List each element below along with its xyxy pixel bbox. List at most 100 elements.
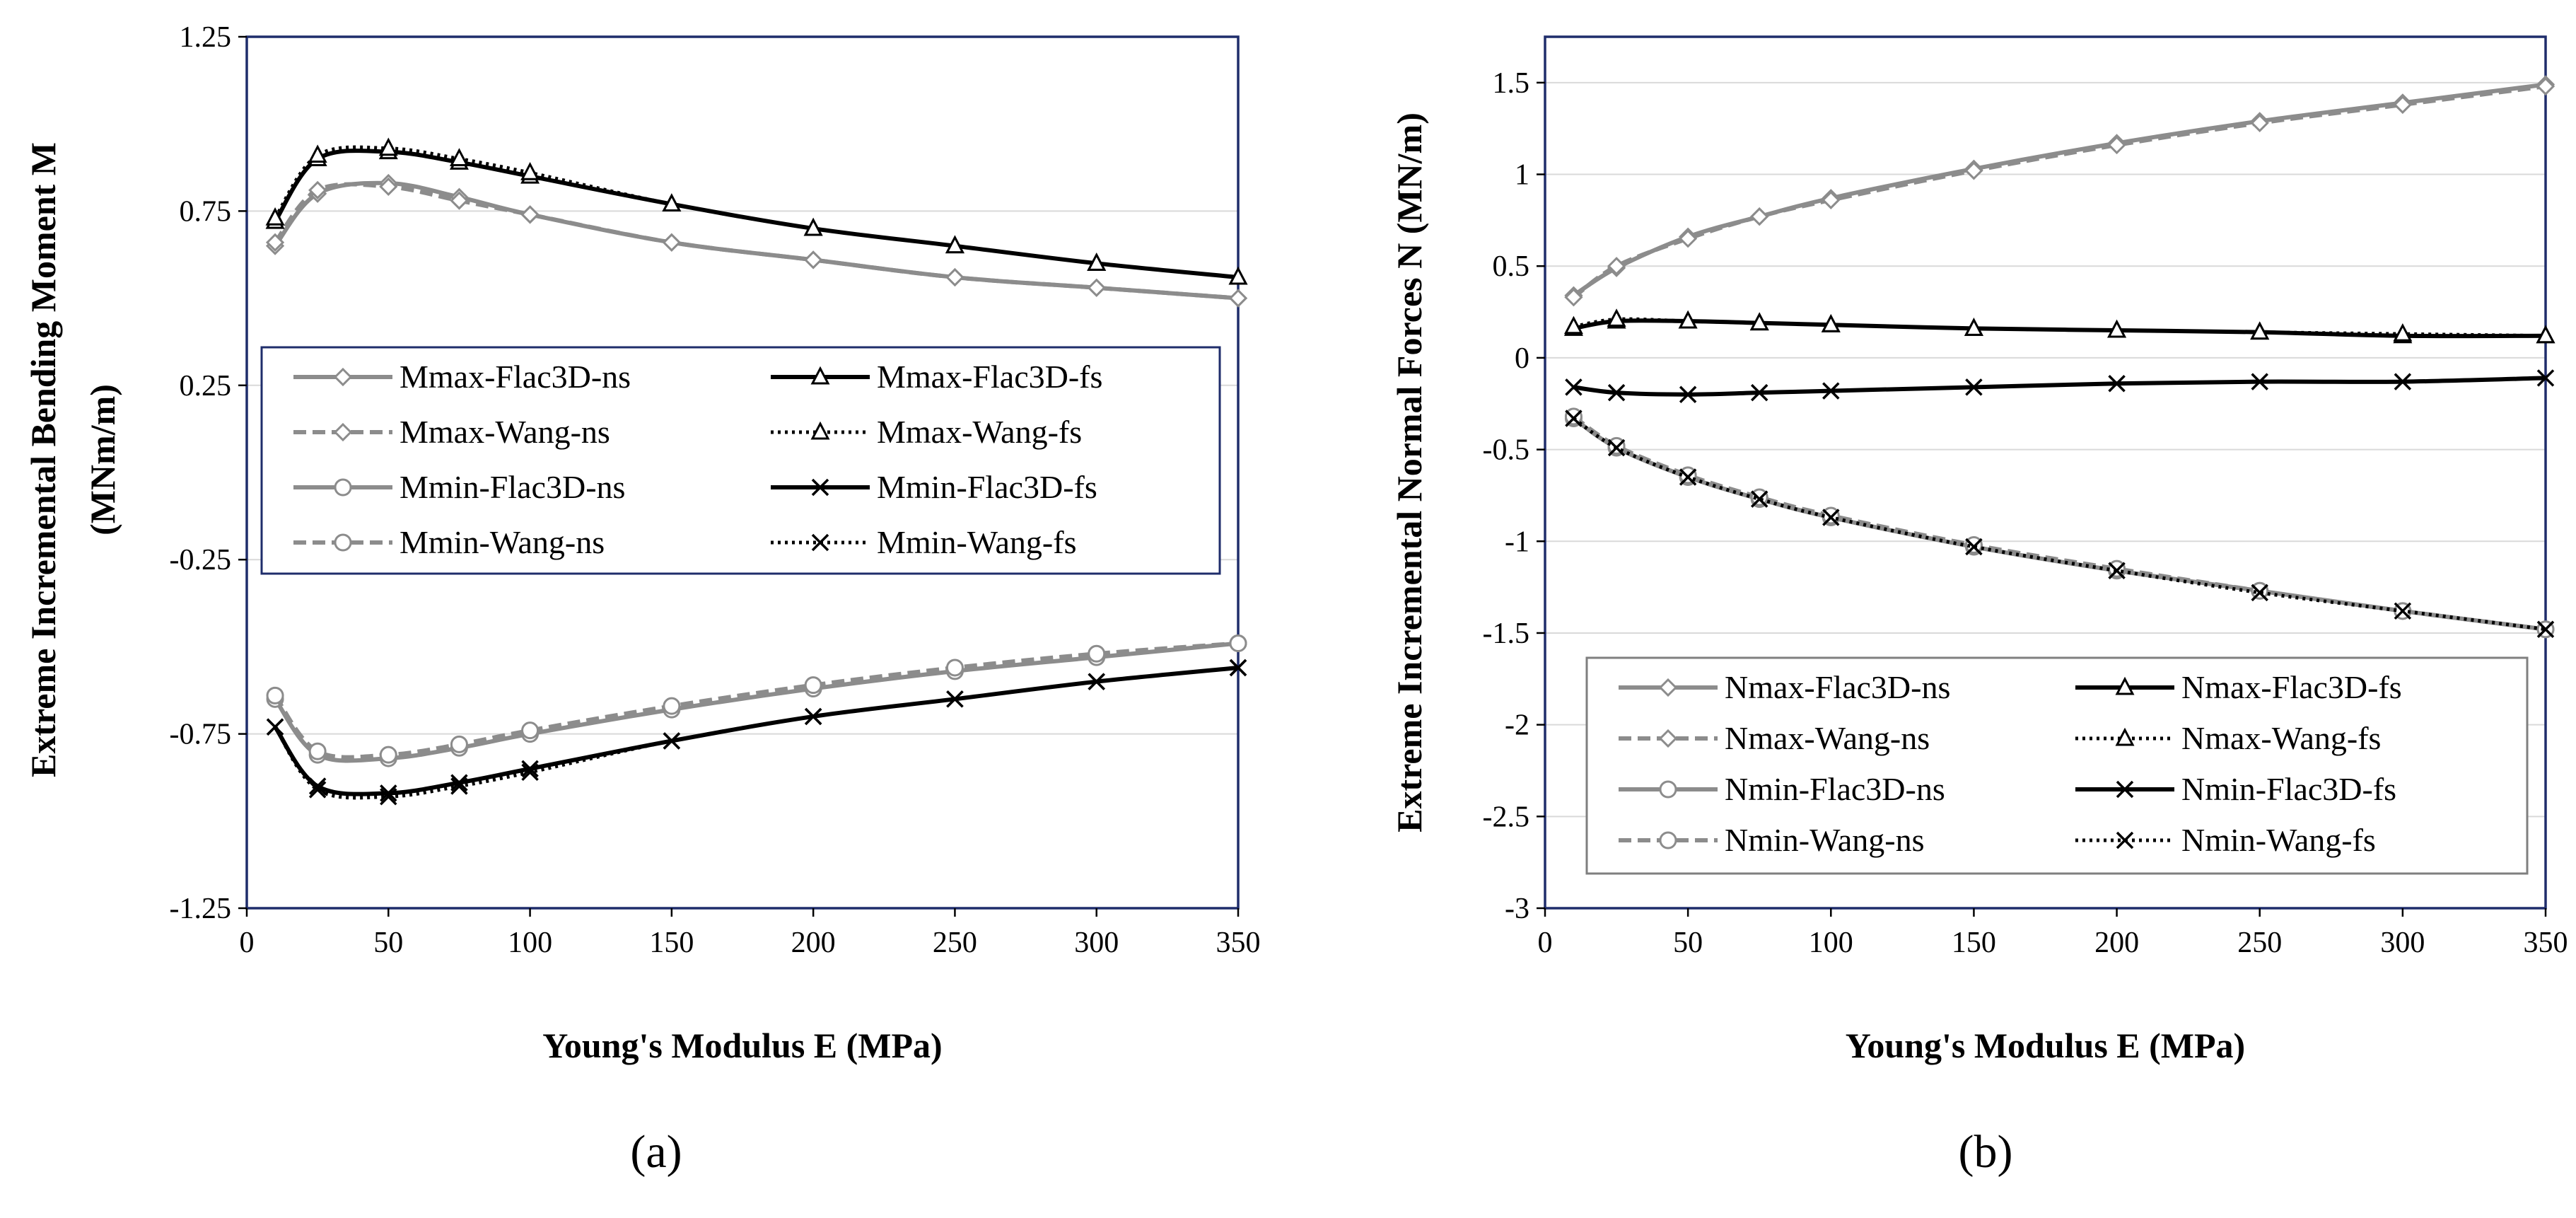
legend-label: Mmin-Wang-fs (877, 524, 1076, 560)
x-tick-label: 50 (1673, 927, 1703, 959)
marker-stroke (1679, 385, 1697, 404)
legend-label: Mmax-Flac3D-ns (400, 359, 631, 395)
data-point (2394, 373, 2412, 390)
legend-label: Nmin-Flac3D-fs (2181, 771, 2396, 807)
series-line (273, 145, 1239, 279)
marker-stroke (2536, 369, 2555, 387)
data-point (520, 161, 540, 180)
data-point (2536, 76, 2555, 96)
data-point (1088, 673, 1105, 690)
marker-stroke (663, 732, 681, 750)
series-nmax-wang-ns (1564, 76, 2555, 307)
data-point (2393, 95, 2412, 115)
series-mmax-wang-fs (265, 137, 1248, 285)
legend-swatch-marker (334, 478, 352, 497)
marker-stroke (1607, 439, 1626, 457)
legend-swatch-marker (810, 421, 830, 440)
legend-label: Mmax-Wang-ns (400, 414, 610, 450)
legend-entry: Nmax-Wang-fs (2075, 720, 2381, 756)
data-point (308, 742, 327, 760)
data-point (265, 233, 285, 252)
legend-entry: Nmax-Flac3D-fs (2075, 669, 2402, 705)
marker-stroke (1750, 383, 1768, 402)
marker-stroke (2116, 780, 2134, 799)
legend-swatch-marker (810, 366, 830, 385)
y-axis-label: Extreme Incremental Normal Forces N (MN/… (1389, 112, 1429, 833)
data-point (945, 235, 964, 254)
data-point (1750, 207, 1769, 226)
x-tick-label: 50 (373, 927, 403, 959)
data-point (1565, 378, 1583, 396)
legend-box (260, 346, 1221, 575)
y-tick-label: -0.25 (170, 544, 232, 576)
legend-swatch-marker (1659, 780, 1677, 799)
data-point (1607, 383, 1626, 402)
marker-stroke (811, 533, 829, 552)
legend-label: Mmin-Flac3D-ns (400, 469, 625, 505)
x-tick-label: 200 (791, 927, 836, 959)
data-point (1964, 161, 1983, 180)
data-point (1229, 659, 1247, 677)
y-tick-label: -2.5 (1483, 801, 1530, 833)
data-point (945, 659, 964, 677)
data-point (521, 721, 540, 740)
data-point (1228, 266, 1248, 285)
data-point (2108, 374, 2126, 393)
data-point (1607, 257, 1626, 276)
legend: Nmax-Flac3D-ns Nmax-Flac3D-fs Nmax-Wang-ns… (1585, 656, 2529, 875)
series-line (273, 182, 1239, 301)
data-point (1822, 382, 1840, 400)
series-mmin-wang-fs (266, 659, 1247, 806)
data-point (380, 788, 397, 806)
legend-entry: Nmin-Flac3D-fs (2075, 771, 2396, 807)
data-point (308, 180, 327, 199)
legend-label: Mmax-Flac3D-fs (877, 359, 1102, 395)
marker-stroke (266, 718, 284, 736)
series-nmin-flac3d-fs (1565, 369, 2555, 404)
marker-stroke (2394, 602, 2412, 620)
data-point (1822, 190, 1841, 209)
data-point (520, 205, 540, 224)
series-mmin-flac3d-fs (266, 659, 1247, 802)
marker-stroke (946, 690, 964, 708)
x-axis-label: Young's Modulus E (MPa) (542, 1026, 942, 1065)
panel-label: (a) (630, 1126, 682, 1178)
legend-swatch-marker (2116, 780, 2134, 799)
x-tick-label: 0 (240, 927, 255, 959)
data-point (2251, 373, 2268, 390)
marker-stroke (308, 777, 327, 795)
legend-label: Nmin-Wang-ns (1725, 822, 1924, 858)
data-point (803, 217, 823, 236)
data-point (2108, 559, 2126, 578)
data-point (804, 676, 822, 695)
x-tick-label: 250 (2237, 927, 2282, 959)
legend-box (1585, 656, 2529, 875)
series-line (1572, 82, 2546, 298)
data-point (1678, 310, 1698, 329)
data-point (1679, 229, 1698, 248)
data-point (265, 207, 285, 226)
legend-entry: Mmax-Flac3D-fs (771, 359, 1102, 395)
data-point (1087, 278, 1106, 297)
legend-label: Nmax-Flac3D-fs (2181, 669, 2402, 705)
legend-label: Nmax-Wang-fs (2181, 720, 2381, 756)
marker-stroke (1607, 383, 1626, 402)
panel-label: (b) (1959, 1126, 2013, 1178)
legend-entry: Nmax-Wang-ns (1619, 720, 1930, 756)
x-tick-label: 0 (1538, 927, 1553, 959)
data-point (1965, 378, 1983, 396)
y-axis-label: (MNm/m) (83, 384, 122, 535)
data-point (1749, 312, 1769, 331)
legend-swatch-marker (2115, 676, 2135, 695)
x-tick-label: 350 (2524, 927, 2568, 959)
legend-entry: Mmin-Flac3D-fs (771, 469, 1097, 505)
x-tick-label: 300 (2380, 927, 2425, 959)
data-point (1965, 538, 1983, 556)
data-point (2251, 581, 2269, 600)
legend-entry: Mmin-Wang-fs (771, 524, 1076, 560)
data-point (1564, 407, 1583, 426)
legend-swatch-marker (334, 533, 352, 552)
series-nmax-wang-fs (1563, 308, 2555, 344)
x-tick-label: 350 (1216, 927, 1261, 959)
y-tick-label: -0.5 (1483, 434, 1530, 467)
